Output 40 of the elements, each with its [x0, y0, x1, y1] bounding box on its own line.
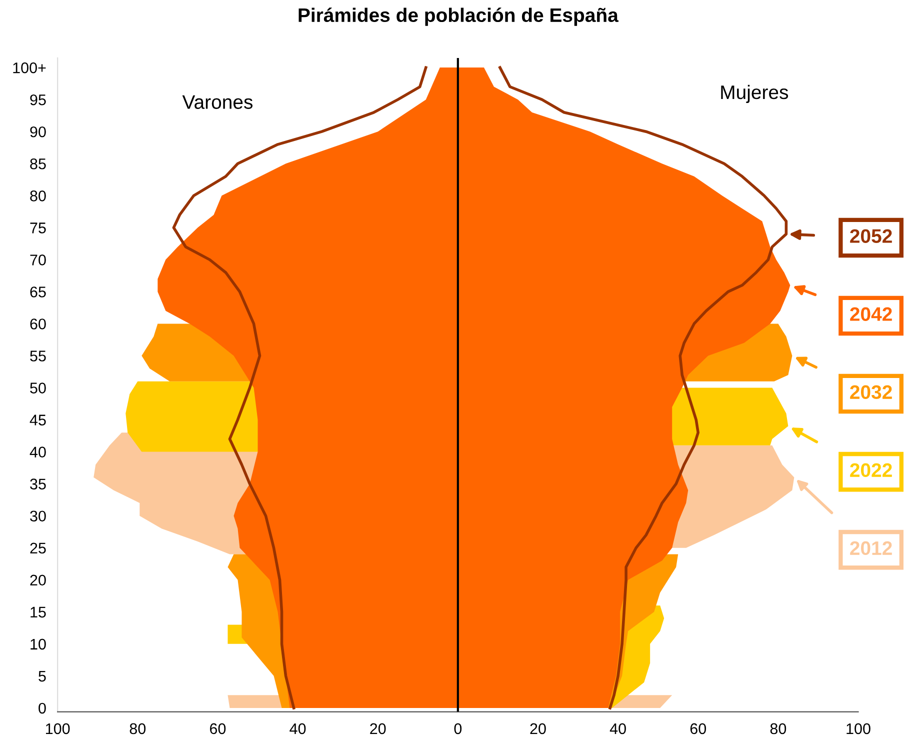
y-tick-label: 10 — [30, 638, 46, 650]
y-tick-label: 25 — [30, 542, 46, 554]
y-tick-label: 35 — [30, 478, 46, 490]
x-tick-label: 40 — [290, 723, 306, 734]
x-tick-label: 20 — [370, 723, 386, 734]
y-tick-label: 65 — [30, 286, 46, 298]
text: 2022 — [850, 463, 892, 478]
y-tick-label: 45 — [30, 414, 46, 426]
y-tick-label: 40 — [30, 446, 46, 458]
y-tick-label: 80 — [30, 190, 46, 202]
y-tick-label: 75 — [30, 222, 46, 234]
annotation: Mujeres — [721, 84, 788, 103]
x-tick-label: 60 — [210, 723, 226, 734]
annotation: Varones — [182, 95, 253, 109]
x-tick-label: 20 — [530, 723, 546, 734]
y-tick-label: 60 — [30, 318, 46, 330]
text: 2012 — [850, 541, 892, 556]
y-tick-label: 85 — [30, 158, 46, 170]
x-tick-label: 0 — [454, 723, 462, 734]
y-tick-label: 90 — [30, 126, 46, 138]
text: 2042 — [850, 307, 892, 321]
y-tick-label: 15 — [30, 606, 46, 618]
text: 2032 — [850, 385, 892, 400]
x-tick-label: 100 — [846, 723, 870, 734]
x-tick-label: 60 — [690, 723, 706, 734]
y-tick-label: 55 — [30, 350, 46, 362]
x-tick-label: 80 — [770, 723, 786, 734]
x-tick-label: 80 — [130, 723, 146, 734]
chart-title: Pirámides de población de España — [298, 8, 619, 26]
y-tick-label: 70 — [30, 254, 46, 266]
x-tick-label: 40 — [610, 723, 626, 734]
y-tick-label: 100+ — [13, 62, 46, 74]
legend-label: 2052 — [850, 229, 892, 243]
x-tick-label: 100 — [46, 723, 70, 734]
y-tick-label: 0 — [38, 702, 46, 714]
y-tick-label: 5 — [38, 670, 46, 682]
y-tick-label: 20 — [30, 574, 46, 586]
y-tick-label: 50 — [30, 382, 46, 394]
y-tick-label: 95 — [30, 94, 46, 106]
y-tick-label: 30 — [30, 510, 46, 522]
